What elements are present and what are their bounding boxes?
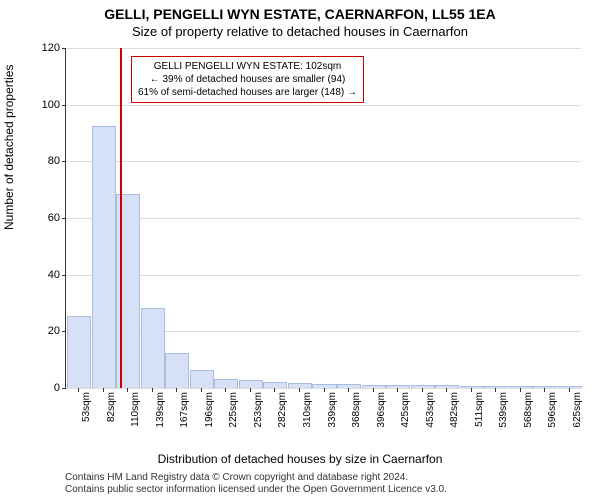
attribution-text: Contains HM Land Registry data © Crown c… (65, 472, 590, 496)
annotation-line: GELLI PENGELLI WYN ESTATE: 102sqm (138, 60, 357, 73)
bar (239, 380, 263, 388)
gridline (66, 48, 581, 49)
y-tick-mark (62, 105, 66, 106)
y-tick-mark (62, 331, 66, 332)
bar (165, 353, 189, 388)
x-tick-mark (520, 388, 521, 392)
x-tick-label: 511sqm (474, 392, 485, 427)
chart-title-sub: Size of property relative to detached ho… (0, 24, 600, 39)
bar (533, 386, 557, 388)
x-tick-label: 139sqm (155, 392, 166, 428)
x-tick-mark (250, 388, 251, 392)
y-tick-label: 40 (48, 269, 60, 281)
x-tick-mark (422, 388, 423, 392)
y-tick-label: 0 (54, 382, 60, 394)
attribution-line-2: Contains public sector information licen… (65, 484, 447, 495)
x-tick-label: 339sqm (327, 392, 338, 428)
x-tick-mark (152, 388, 153, 392)
x-tick-label: 396sqm (376, 392, 387, 428)
bar (386, 385, 410, 388)
gridline (66, 161, 581, 162)
bar (190, 370, 214, 388)
y-tick-mark (62, 388, 66, 389)
annotation-line: 61% of semi-detached houses are larger (… (138, 86, 357, 99)
bar (214, 379, 238, 389)
attribution-line-1: Contains HM Land Registry data © Crown c… (65, 472, 408, 483)
bar (92, 126, 116, 388)
x-tick-label: 453sqm (425, 392, 436, 428)
x-tick-label: 368sqm (351, 392, 362, 428)
y-tick-mark (62, 218, 66, 219)
x-tick-label: 167sqm (179, 392, 190, 428)
x-tick-mark (274, 388, 275, 392)
x-tick-label: 539sqm (498, 392, 509, 428)
x-tick-label: 110sqm (130, 392, 141, 427)
x-tick-mark (103, 388, 104, 392)
x-tick-mark (569, 388, 570, 392)
y-tick-label: 20 (48, 325, 60, 337)
x-tick-mark (324, 388, 325, 392)
x-axis-label: Distribution of detached houses by size … (0, 452, 600, 466)
bar (67, 316, 91, 388)
x-tick-mark (225, 388, 226, 392)
chart-container: GELLI, PENGELLI WYN ESTATE, CAERNARFON, … (0, 0, 600, 500)
bar (141, 308, 165, 388)
bar (435, 385, 459, 388)
x-tick-mark (348, 388, 349, 392)
bar (263, 382, 287, 388)
chart-title-main: GELLI, PENGELLI WYN ESTATE, CAERNARFON, … (0, 6, 600, 22)
x-tick-mark (201, 388, 202, 392)
y-axis-label: Number of detached properties (2, 65, 16, 230)
x-tick-label: 482sqm (449, 392, 460, 428)
y-tick-label: 120 (42, 42, 60, 54)
y-tick-mark (62, 48, 66, 49)
x-tick-label: 282sqm (277, 392, 288, 428)
x-tick-label: 196sqm (204, 392, 215, 428)
x-tick-label: 82sqm (106, 392, 117, 422)
annotation-line: ← 39% of detached houses are smaller (94… (138, 73, 357, 86)
x-tick-label: 568sqm (523, 392, 534, 428)
x-tick-mark (544, 388, 545, 392)
x-tick-label: 310sqm (302, 392, 313, 428)
x-tick-mark (397, 388, 398, 392)
x-tick-mark (373, 388, 374, 392)
gridline (66, 218, 581, 219)
x-tick-mark (176, 388, 177, 392)
x-tick-mark (446, 388, 447, 392)
x-tick-mark (127, 388, 128, 392)
x-tick-mark (299, 388, 300, 392)
marker-line (120, 48, 122, 388)
x-tick-mark (495, 388, 496, 392)
y-tick-label: 100 (42, 99, 60, 111)
y-tick-label: 80 (48, 155, 60, 167)
y-tick-label: 60 (48, 212, 60, 224)
x-tick-mark (471, 388, 472, 392)
bar (288, 383, 312, 388)
x-tick-label: 625sqm (572, 392, 583, 428)
annotation-box: GELLI PENGELLI WYN ESTATE: 102sqm← 39% o… (131, 56, 364, 103)
gridline (66, 275, 581, 276)
y-tick-mark (62, 275, 66, 276)
x-tick-label: 53sqm (81, 392, 92, 422)
x-tick-label: 596sqm (547, 392, 558, 428)
bar (337, 384, 361, 388)
x-tick-mark (78, 388, 79, 392)
x-tick-label: 253sqm (253, 392, 264, 428)
y-tick-mark (62, 161, 66, 162)
x-tick-label: 225sqm (228, 392, 239, 428)
gridline (66, 105, 581, 106)
plot-area: 02040608010012053sqm82sqm110sqm139sqm167… (65, 48, 581, 389)
x-tick-label: 425sqm (400, 392, 411, 428)
bar (484, 386, 508, 388)
